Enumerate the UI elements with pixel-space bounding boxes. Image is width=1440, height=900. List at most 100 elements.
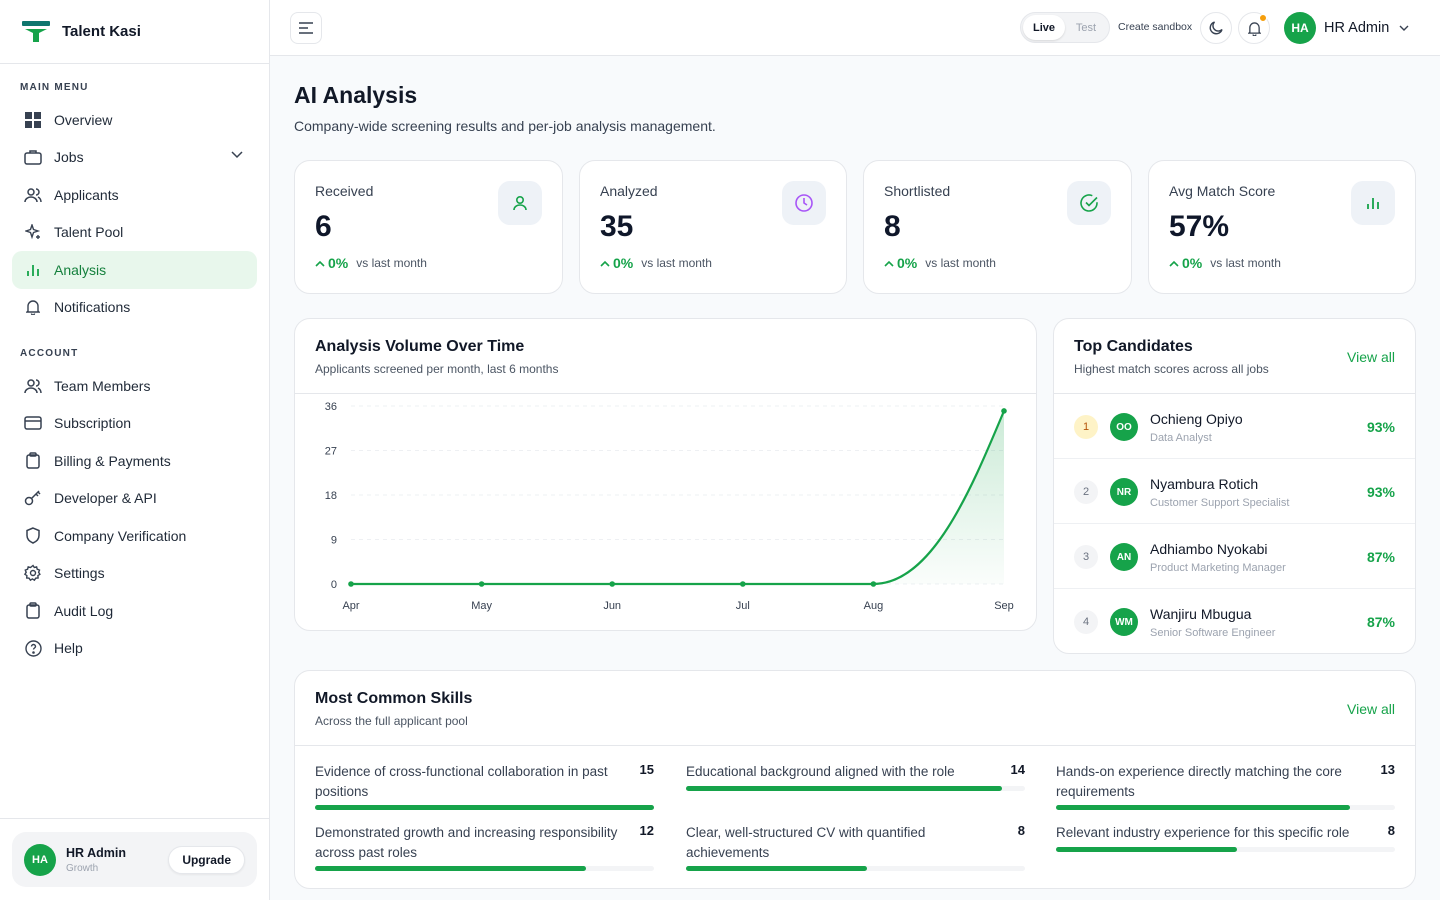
skill-item: Educational background aligned with the … xyxy=(686,762,1025,791)
avatar: OO xyxy=(1110,413,1138,441)
view-all-link[interactable]: View all xyxy=(1347,701,1395,717)
chevron-down-icon xyxy=(1399,25,1409,31)
series-area xyxy=(351,410,1004,584)
stat-value: 57% xyxy=(1169,210,1230,243)
menu-toggle-button[interactable] xyxy=(290,12,322,44)
gear-icon xyxy=(24,564,42,582)
candidate-row[interactable]: 2 NR Nyambura Rotich Customer Support Sp… xyxy=(1054,459,1415,524)
sidebar-divider xyxy=(0,818,269,819)
skill-name: Demonstrated growth and increasing respo… xyxy=(315,825,618,860)
candidate-name: Wanjiru Mbugua xyxy=(1150,606,1252,622)
sidebar-item-label: Billing & Payments xyxy=(54,452,171,469)
data-point xyxy=(1001,408,1007,414)
key-icon xyxy=(24,489,42,507)
rank-badge: 1 xyxy=(1074,415,1098,439)
sidebar-item-team-members[interactable]: Team Members xyxy=(12,367,257,405)
sidebar-item-analysis[interactable]: Analysis xyxy=(12,251,257,289)
stat-value: 8 xyxy=(884,210,901,243)
sidebar-item-label: Jobs xyxy=(54,149,84,166)
user-plan: Growth xyxy=(66,862,99,874)
stat-delta: 0% vs last month xyxy=(1169,255,1281,271)
env-live-option[interactable]: Live xyxy=(1023,15,1065,40)
environment-toggle[interactable]: Live Test xyxy=(1020,12,1110,43)
sidebar-item-applicants[interactable]: Applicants xyxy=(12,176,257,214)
skill-bar-fill xyxy=(1056,805,1350,810)
skill-count: 14 xyxy=(1010,762,1025,777)
skill-bar-fill xyxy=(1056,847,1237,852)
card-title: Top Candidates xyxy=(1074,338,1193,355)
data-point xyxy=(348,581,354,587)
delta-value: 0% xyxy=(897,255,918,271)
candidate-role: Data Analyst xyxy=(1150,432,1212,444)
user-menu[interactable]: HA HR Admin xyxy=(1284,12,1409,44)
x-tick-label: Aug xyxy=(864,600,884,612)
candidate-row[interactable]: 4 WM Wanjiru Mbugua Senior Software Engi… xyxy=(1054,589,1415,654)
analysis-volume-chart: 0 9 18 27 36 Apr May Jun Jul Aug Sep xyxy=(325,401,1014,612)
skill-count: 12 xyxy=(639,823,654,838)
chevron-down-icon[interactable] xyxy=(231,150,243,159)
skill-item: Clear, well-structured CV with quantifie… xyxy=(686,823,1025,871)
candidate-role: Customer Support Specialist xyxy=(1150,497,1290,509)
logo-icon xyxy=(22,20,50,42)
theme-toggle-button[interactable] xyxy=(1200,12,1232,44)
stat-label: Shortlisted xyxy=(884,183,951,199)
candidate-score: 87% xyxy=(1366,549,1395,565)
notification-dot xyxy=(1259,14,1267,22)
sidebar-item-talent-pool[interactable]: Talent Pool xyxy=(12,214,257,252)
stat-card-avg-match-score: Avg Match Score 57% 0% vs last month xyxy=(1148,160,1416,294)
x-tick-label: Jul xyxy=(736,600,750,612)
candidate-row[interactable]: 1 OO Ochieng Opiyo Data Analyst 93% xyxy=(1054,394,1415,459)
skill-count: 15 xyxy=(639,762,654,777)
sidebar-item-help[interactable]: Help xyxy=(12,630,257,668)
skill-bar-track xyxy=(315,866,654,871)
sidebar-item-label: Developer & API xyxy=(54,490,157,507)
shield-icon xyxy=(24,527,42,545)
sidebar-item-subscription[interactable]: Subscription xyxy=(12,405,257,443)
upgrade-button[interactable]: Upgrade xyxy=(168,846,245,874)
sidebar-item-settings[interactable]: Settings xyxy=(12,555,257,593)
candidate-score: 93% xyxy=(1366,484,1395,500)
help-icon xyxy=(24,639,42,657)
card-divider xyxy=(295,393,1036,394)
stat-delta: 0% vs last month xyxy=(600,255,712,271)
view-all-link[interactable]: View all xyxy=(1347,349,1395,365)
sidebar-item-developer-api[interactable]: Developer & API xyxy=(12,480,257,518)
card-subtitle: Across the full applicant pool xyxy=(315,714,468,728)
common-skills-card: Most Common Skills Across the full appli… xyxy=(294,670,1416,889)
arrow-up-icon xyxy=(1169,260,1179,267)
sidebar-item-label: Applicants xyxy=(54,186,119,203)
sidebar-user-card[interactable]: HA HR Admin Growth Upgrade xyxy=(12,832,257,887)
create-sandbox-link[interactable]: Create sandbox xyxy=(1118,21,1193,33)
rank-badge: 2 xyxy=(1074,480,1098,504)
stat-label: Received xyxy=(315,183,374,199)
sidebar-item-jobs[interactable]: Jobs xyxy=(12,139,257,177)
sidebar-item-company-verification[interactable]: Company Verification xyxy=(12,517,257,555)
stat-card-analyzed: Analyzed 35 0% vs last month xyxy=(579,160,847,294)
candidate-row[interactable]: 3 AN Adhiambo Nyokabi Product Marketing … xyxy=(1054,524,1415,589)
sidebar-item-audit-log[interactable]: Audit Log xyxy=(12,592,257,630)
delta-value: 0% xyxy=(1182,255,1203,271)
delta-value: 0% xyxy=(328,255,349,271)
notifications-button[interactable] xyxy=(1238,12,1270,44)
bar-chart-icon xyxy=(1351,181,1395,225)
skill-count: 8 xyxy=(1387,823,1395,838)
sidebar-item-notifications[interactable]: Notifications xyxy=(12,289,257,327)
skill-item: Hands-on experience directly matching th… xyxy=(1056,762,1395,810)
candidate-name: Ochieng Opiyo xyxy=(1150,411,1243,427)
sidebar-item-overview[interactable]: Overview xyxy=(12,101,257,139)
candidate-score: 87% xyxy=(1366,614,1395,630)
card-title: Analysis Volume Over Time xyxy=(315,338,525,355)
clipboard-icon xyxy=(24,452,42,470)
brand[interactable]: Talent Kasi xyxy=(0,0,269,64)
delta-text: vs last month xyxy=(356,256,427,270)
skill-count: 13 xyxy=(1380,762,1395,777)
stat-card-received: Received 6 0% vs last month xyxy=(294,160,563,294)
data-point xyxy=(478,581,485,587)
delta-text: vs last month xyxy=(1210,256,1281,270)
delta-text: vs last month xyxy=(925,256,996,270)
env-test-option[interactable]: Test xyxy=(1075,21,1097,34)
skill-name: Hands-on experience directly matching th… xyxy=(1056,764,1342,799)
y-tick-label: 36 xyxy=(325,401,337,413)
sidebar-item-label: Company Verification xyxy=(54,527,187,544)
sidebar-item-billing-payments[interactable]: Billing & Payments xyxy=(12,442,257,480)
